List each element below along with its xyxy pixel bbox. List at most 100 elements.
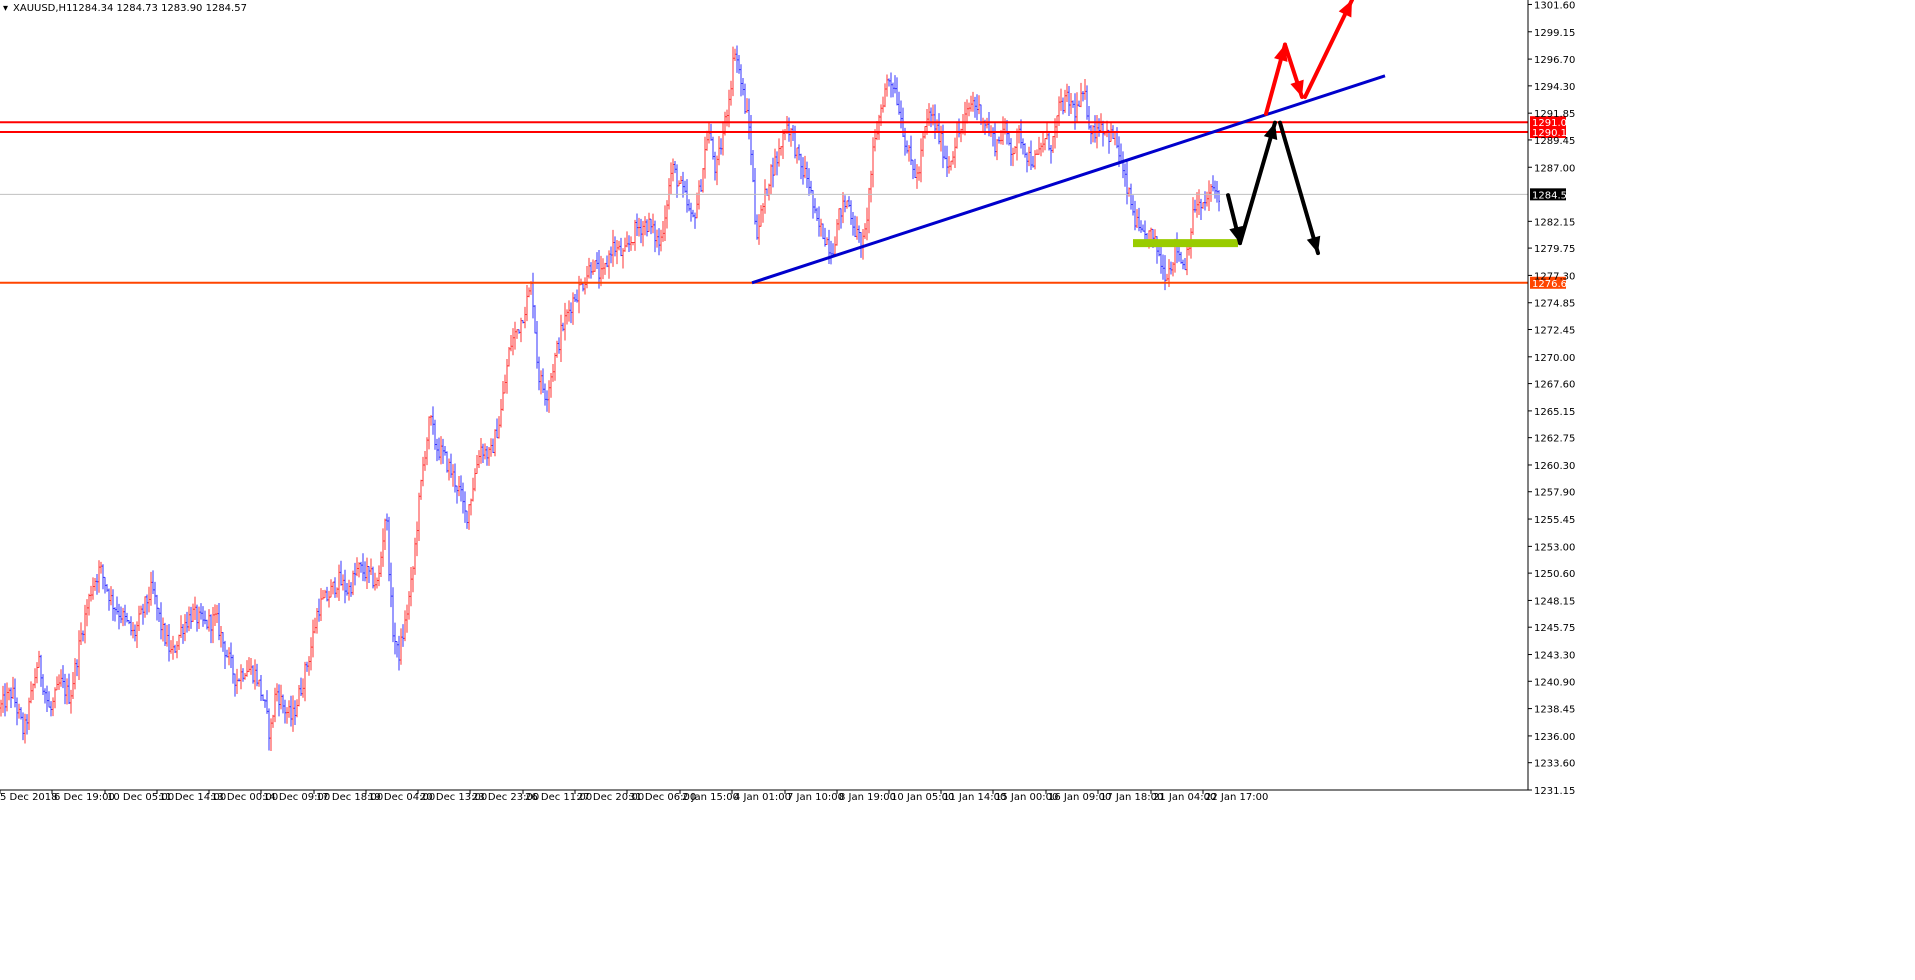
ohlc-bar <box>358 562 360 578</box>
ohlc-bar <box>344 569 346 604</box>
ohlc-bar <box>366 557 368 590</box>
ohlc-bar <box>152 570 154 594</box>
ohlc-bar <box>488 446 490 466</box>
ohlc-bar <box>258 679 260 687</box>
ohlc-bar <box>470 498 472 516</box>
header-menu-icon[interactable]: ▾ <box>3 3 8 14</box>
ohlc-bar <box>270 718 272 752</box>
ohlc-bar <box>434 419 436 450</box>
ohlc-bar <box>1182 259 1184 270</box>
ohlc-bar <box>838 208 840 231</box>
ohlc-bar <box>814 198 816 214</box>
ohlc-bar <box>134 624 136 642</box>
y-tick-label: 1267.60 <box>1534 380 1575 391</box>
ohlc-bar <box>570 302 572 324</box>
x-tick-label: 7 Jan 10:00 <box>787 792 844 803</box>
ohlc-bar <box>704 136 706 179</box>
ohlc-bar <box>1044 137 1046 151</box>
ohlc-bar <box>968 102 970 117</box>
ohlc-bar <box>552 363 554 382</box>
y-tick-label: 1253.00 <box>1534 542 1575 553</box>
y-tick-label: 1240.90 <box>1534 677 1575 688</box>
ohlc-bar <box>1166 273 1168 281</box>
y-tick-label: 1282.15 <box>1534 217 1575 228</box>
ohlc-bar <box>918 166 920 181</box>
ohlc-bar <box>462 482 464 514</box>
y-tick-label: 1279.75 <box>1534 244 1575 255</box>
ohlc-bar <box>484 443 486 460</box>
ohlc-bar <box>1092 125 1094 143</box>
ohlc-bar <box>816 207 818 221</box>
ohlc-bar <box>586 265 588 289</box>
ohlc-bar <box>972 91 974 112</box>
ohlc-bar <box>82 630 84 642</box>
ohlc-bar <box>456 485 458 504</box>
ohlc-bar <box>966 99 968 124</box>
ohlc-bar <box>776 151 778 176</box>
ohlc-bar <box>210 614 212 644</box>
ohlc-bar <box>960 128 962 143</box>
x-tick-label: 5 Dec 2018 <box>0 792 58 803</box>
ohlc-bar <box>738 55 740 74</box>
ohlc-bar <box>320 588 322 622</box>
y-tick-label: 1233.60 <box>1534 759 1575 770</box>
ohlc-bar <box>336 587 338 598</box>
ohlc-bar <box>524 306 526 329</box>
ohlc-bar <box>242 668 244 682</box>
ohlc-bar <box>1018 125 1020 144</box>
ohlc-bar <box>200 603 202 620</box>
ohlc-bar <box>428 416 430 450</box>
ohlc-bar <box>298 685 300 707</box>
ohlc-bar <box>896 77 898 106</box>
ohlc-bar <box>780 146 782 156</box>
ohlc-bar <box>688 199 690 212</box>
ohlc-bar <box>1136 209 1138 229</box>
ohlc-bar <box>520 317 522 343</box>
ohlc-bar <box>914 158 916 178</box>
ohlc-bar <box>1144 220 1146 243</box>
ohlc-bar <box>632 241 634 246</box>
ohlc-bar <box>66 678 68 705</box>
ohlc-bar <box>602 258 604 280</box>
ohlc-bar <box>404 610 406 642</box>
ohlc-bar <box>144 596 146 618</box>
ohlc-bar <box>42 674 44 695</box>
ohlc-bar <box>752 149 754 183</box>
ohlc-bar <box>1002 116 1004 145</box>
projection-arrow <box>1238 120 1278 246</box>
ohlc-bar <box>260 675 262 702</box>
axes: 1301.60 1299.15 1296.70 1294.30 1291.85 1289.… <box>0 0 1575 803</box>
ohlc-bar <box>118 603 120 630</box>
ohlc-bar <box>494 429 496 457</box>
ohlc-bar <box>638 217 640 237</box>
ohlc-bar <box>754 167 756 225</box>
ohlc-bar <box>500 398 502 428</box>
ohlc-bar <box>1196 192 1198 218</box>
ohlc-bar <box>812 190 814 219</box>
level-price-label: 1291.04 <box>1532 118 1573 129</box>
ohlc-bar <box>866 207 868 241</box>
ohlc-bar <box>502 380 504 411</box>
ohlc-bar <box>370 558 372 575</box>
ohlc-bar <box>228 647 230 666</box>
ohlc-bar <box>658 228 660 256</box>
ohlc-bar <box>660 229 662 252</box>
ohlc-bar <box>128 620 130 625</box>
ohlc-bar <box>1058 96 1060 127</box>
ohlc-values: 1284.34 1284.73 1283.90 1284.57 <box>72 3 247 14</box>
ohlc-bar <box>76 659 78 677</box>
ohlc-bar <box>672 158 674 182</box>
ohlc-bar <box>430 415 432 426</box>
ohlc-bar <box>1140 220 1142 233</box>
ohlc-bar <box>916 164 918 189</box>
ohlc-bar <box>1048 132 1050 151</box>
ohlc-bar <box>440 436 442 465</box>
ohlc-bar <box>50 701 52 717</box>
ohlc-bar <box>830 240 832 265</box>
ohlc-bar <box>28 697 30 730</box>
ohlc-bar <box>412 566 414 593</box>
ohlc-bar <box>508 347 510 367</box>
ohlc-bar <box>226 649 228 658</box>
